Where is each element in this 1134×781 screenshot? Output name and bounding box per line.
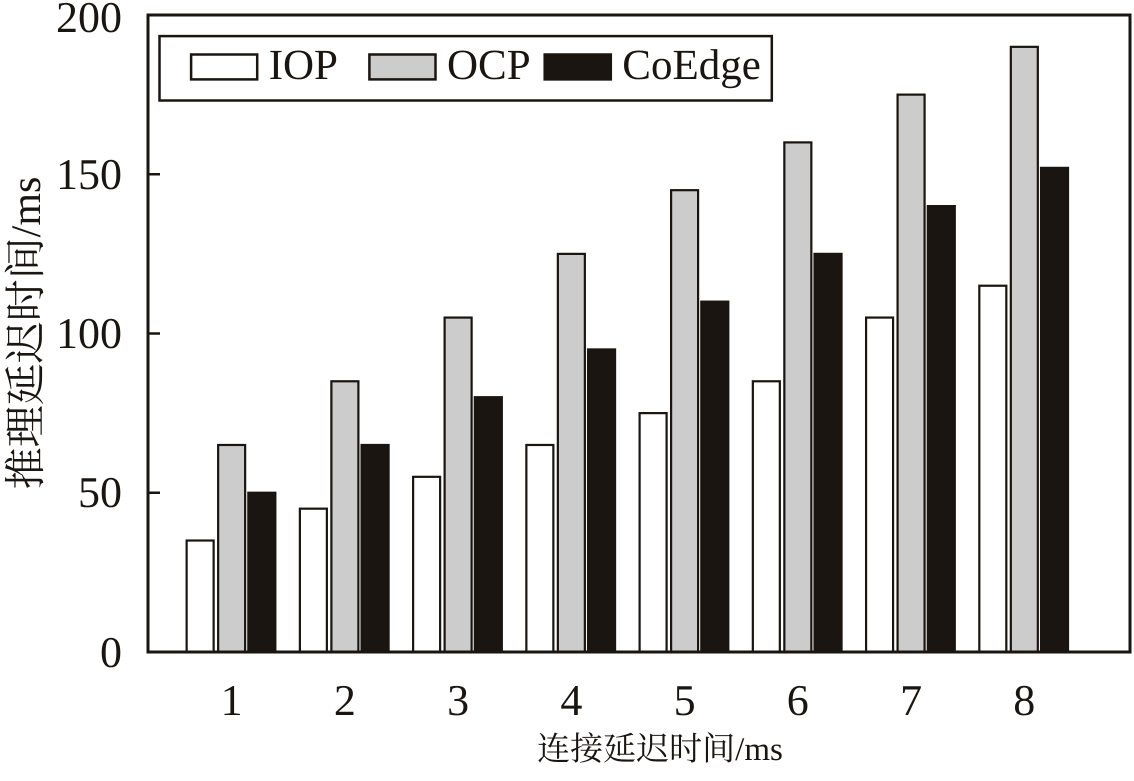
svg-text:2: 2 <box>334 676 356 725</box>
svg-text:连接延迟时间/ms: 连接延迟时间/ms <box>537 732 783 768</box>
svg-text:5: 5 <box>674 676 696 725</box>
svg-text:150: 150 <box>56 150 122 199</box>
svg-text:6: 6 <box>787 676 809 725</box>
svg-text:7: 7 <box>900 676 922 725</box>
svg-text:8: 8 <box>1013 676 1035 725</box>
svg-text:CoEdge: CoEdge <box>622 42 761 89</box>
svg-text:3: 3 <box>447 676 469 725</box>
svg-text:推理延迟时间/ms: 推理延迟时间/ms <box>4 177 50 490</box>
svg-text:OCP: OCP <box>447 42 531 89</box>
svg-text:0: 0 <box>100 628 122 677</box>
svg-text:50: 50 <box>78 468 122 517</box>
svg-text:1: 1 <box>221 676 243 725</box>
svg-text:200: 200 <box>56 0 122 42</box>
svg-text:100: 100 <box>56 309 122 358</box>
svg-text:IOP: IOP <box>269 42 338 89</box>
svg-text:4: 4 <box>560 676 582 725</box>
